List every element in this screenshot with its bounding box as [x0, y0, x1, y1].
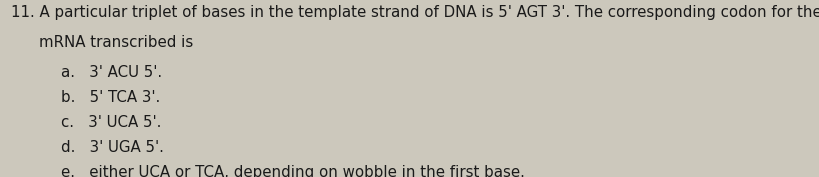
- Text: b.   5' TCA 3'.: b. 5' TCA 3'.: [61, 90, 161, 105]
- Text: d.   3' UGA 5'.: d. 3' UGA 5'.: [61, 140, 164, 155]
- Text: mRNA transcribed is: mRNA transcribed is: [39, 35, 193, 50]
- Text: 11. A particular triplet of bases in the template strand of DNA is 5' AGT 3'. Th: 11. A particular triplet of bases in the…: [11, 5, 819, 20]
- Text: e.   either UCA or TCA, depending on wobble in the first base.: e. either UCA or TCA, depending on wobbl…: [61, 165, 525, 177]
- Text: a.   3' ACU 5'.: a. 3' ACU 5'.: [61, 65, 162, 81]
- Text: c.   3' UCA 5'.: c. 3' UCA 5'.: [61, 115, 161, 130]
